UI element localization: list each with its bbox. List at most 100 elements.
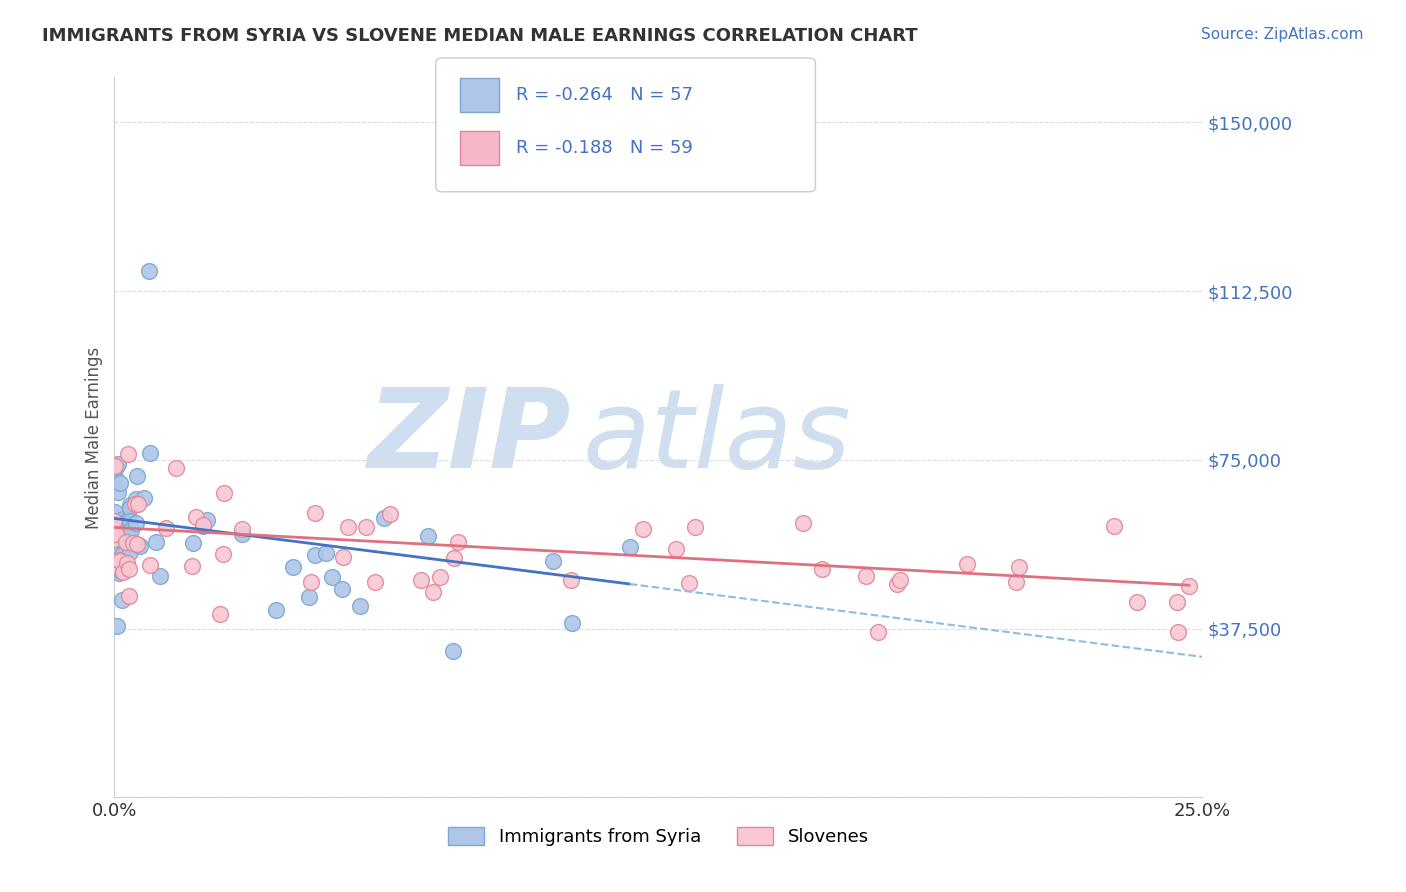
Point xyxy=(211,548,233,562)
Point xyxy=(132,491,155,505)
Point xyxy=(117,447,139,461)
Point xyxy=(117,512,139,526)
Point xyxy=(195,513,218,527)
Point xyxy=(336,520,359,534)
Point xyxy=(304,507,326,521)
Point xyxy=(560,573,582,587)
Point xyxy=(416,529,439,543)
Point xyxy=(212,485,235,500)
Point xyxy=(104,458,127,473)
Point xyxy=(281,559,304,574)
Point xyxy=(107,457,129,471)
Point xyxy=(184,509,207,524)
Point xyxy=(1005,574,1028,589)
Point xyxy=(183,536,205,550)
Point xyxy=(1166,595,1188,609)
Point xyxy=(139,445,162,459)
Point xyxy=(191,517,214,532)
Point xyxy=(105,527,128,541)
Point xyxy=(298,590,321,604)
Point xyxy=(792,516,814,530)
Point xyxy=(111,516,134,530)
Point xyxy=(107,484,129,499)
Point xyxy=(373,511,395,525)
Point xyxy=(103,522,125,536)
Point xyxy=(1008,560,1031,574)
Point xyxy=(114,535,136,549)
Point xyxy=(108,476,131,491)
Point xyxy=(443,551,465,566)
Point xyxy=(149,569,172,583)
Point xyxy=(118,562,141,576)
Point xyxy=(561,615,583,630)
Point xyxy=(115,517,138,532)
Point xyxy=(811,562,834,576)
Point xyxy=(868,625,890,640)
Point xyxy=(111,593,134,607)
Point xyxy=(264,603,287,617)
Point xyxy=(125,492,148,507)
Y-axis label: Median Male Earnings: Median Male Earnings xyxy=(86,346,103,529)
Point xyxy=(107,566,129,581)
Point xyxy=(1102,519,1125,533)
Point xyxy=(104,548,127,562)
Point xyxy=(104,460,127,475)
Point xyxy=(364,574,387,589)
Point xyxy=(1126,594,1149,608)
Point xyxy=(321,570,343,584)
Point xyxy=(139,558,162,572)
Point xyxy=(128,539,150,553)
Point xyxy=(127,497,149,511)
Point xyxy=(103,533,125,548)
Point xyxy=(299,574,322,589)
Point xyxy=(683,519,706,533)
Point xyxy=(125,516,148,530)
Text: R = -0.264   N = 57: R = -0.264 N = 57 xyxy=(516,86,693,103)
Point xyxy=(422,584,444,599)
Point xyxy=(114,521,136,535)
Point xyxy=(231,523,253,537)
Point xyxy=(124,497,146,511)
Point xyxy=(665,541,688,556)
Point xyxy=(411,573,433,587)
Point xyxy=(125,536,148,550)
Point xyxy=(631,522,654,536)
Point xyxy=(165,461,187,475)
Point xyxy=(447,535,470,549)
Point xyxy=(1167,624,1189,639)
Point xyxy=(120,514,142,528)
Text: ZIP: ZIP xyxy=(368,384,571,491)
Point xyxy=(1178,578,1201,592)
Point xyxy=(104,532,127,546)
Text: R = -0.188   N = 59: R = -0.188 N = 59 xyxy=(516,139,693,157)
Point xyxy=(108,553,131,567)
Point xyxy=(118,501,141,516)
Point xyxy=(889,573,911,587)
Point xyxy=(115,515,138,529)
Point xyxy=(112,511,135,525)
Point xyxy=(349,599,371,613)
Point xyxy=(956,558,979,572)
Text: IMMIGRANTS FROM SYRIA VS SLOVENE MEDIAN MALE EARNINGS CORRELATION CHART: IMMIGRANTS FROM SYRIA VS SLOVENE MEDIAN … xyxy=(42,27,918,45)
Point xyxy=(541,554,564,568)
Point xyxy=(181,559,204,574)
Point xyxy=(104,470,127,484)
Point xyxy=(103,514,125,528)
Point xyxy=(441,643,464,657)
Point xyxy=(104,505,127,519)
Point xyxy=(108,554,131,568)
Point xyxy=(120,545,142,559)
Point xyxy=(315,546,337,560)
Point xyxy=(330,582,353,596)
Point xyxy=(118,589,141,603)
Point xyxy=(120,524,142,538)
Point xyxy=(110,531,132,545)
Point xyxy=(191,519,214,533)
Point xyxy=(125,469,148,483)
Point xyxy=(110,564,132,578)
Point xyxy=(105,619,128,633)
Text: atlas: atlas xyxy=(582,384,851,491)
Point xyxy=(429,570,451,584)
Point xyxy=(110,525,132,540)
Point xyxy=(122,536,145,550)
